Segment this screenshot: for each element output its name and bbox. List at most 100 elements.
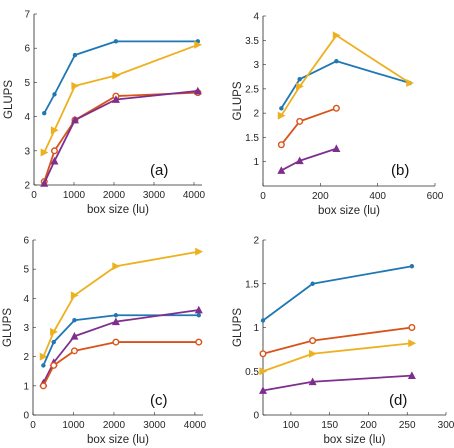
y-tick-label: 2 [253,109,259,120]
y-axis-label: GLUPS [232,81,244,120]
data-point [71,81,80,90]
data-point [277,111,286,120]
y-axis-label: GLUPS [2,308,14,347]
panel-label: (a) [150,162,168,179]
series-3 [40,86,202,187]
x-tick-label: 4000 [184,420,207,431]
y-tick-label: 0 [253,411,259,422]
data-point [50,327,58,336]
series-line [262,265,413,322]
data-point [70,291,79,300]
series-1 [40,40,203,157]
y-tick-label: 4 [23,294,29,305]
data-point [193,86,202,95]
x-axis-label: box size (lu) [87,434,149,446]
y-tick-label: 2 [24,181,30,192]
data-point [279,106,284,111]
data-point [51,339,56,345]
x-axis-label: box size (lu) [324,434,386,446]
data-point [260,318,266,323]
data-point [309,337,317,345]
x-tick-label: 0 [31,190,37,201]
y-tick-label: 1 [253,157,259,168]
x-tick-label: 200 [312,191,329,202]
x-tick-label: 300 [438,420,454,431]
x-tick-label: 2000 [103,190,126,201]
data-point [42,110,47,116]
data-point [407,371,416,380]
series-3 [277,144,341,174]
data-point [113,39,119,44]
y-tick-label: 3 [253,60,259,71]
y-tick-label: 5 [23,265,29,276]
series-line [42,314,199,366]
series-line [42,250,199,358]
data-point [408,324,416,332]
data-point [308,377,317,386]
y-tick-label: 5 [24,78,30,89]
y-tick-label: 2 [253,236,259,247]
x-tick-label: 3000 [143,190,166,201]
data-point [195,247,203,256]
y-axis-label: GLUPS [3,80,15,119]
data-point [72,318,77,323]
y-tick-label: 2.5 [245,84,259,95]
data-point [194,40,203,49]
series-line [262,326,412,355]
data-point [409,264,415,269]
data-point [277,166,286,174]
y-tick-label: 1 [23,381,29,392]
panel-b: 0 200 400 600 1 1.5 2 2.5 3 3.5 4 box size (lu) GLUP… [232,12,444,218]
data-point [111,317,120,326]
y-tick-label: 4 [253,12,259,23]
data-point [112,71,121,80]
data-point [406,79,414,88]
series-line [280,107,337,146]
panel-a: 0 1000 2000 3000 4000 2 3 4 5 6 7 box size (lu) GLUP… [3,10,206,217]
data-point [296,82,304,91]
y-tick-label: 6 [23,236,29,247]
series-line [280,60,411,109]
x-tick-label: 0 [30,420,36,431]
y-tick-label: 4 [24,112,30,123]
data-point [195,338,203,346]
series-line [280,34,411,117]
data-point [296,117,304,125]
data-point [111,95,120,103]
series-1 [277,31,414,120]
x-tick-label: 200 [360,420,377,431]
data-point [309,349,317,358]
series-3 [259,371,416,394]
y-tick-label: 0 [23,411,29,422]
y-tick-label: 1.5 [245,279,259,290]
x-axis-label: box size (lu) [318,205,380,217]
y-tick-label: 1 [253,323,259,334]
y-tick-label: 3 [23,323,29,334]
data-point [70,115,79,124]
series-0 [260,264,415,323]
data-point [194,305,203,314]
data-point [259,367,268,376]
x-tick-label: 1000 [63,190,86,201]
data-point [334,58,339,64]
y-tick-label: 3 [24,146,30,157]
y-tick-label: 7 [24,10,30,21]
data-point [259,350,267,358]
data-point [50,147,58,155]
data-point [408,339,417,348]
data-point [41,363,46,368]
data-point [50,361,58,369]
series-line [262,374,412,392]
y-tick-label: 1.5 [245,133,259,144]
x-tick-label: 600 [427,191,444,202]
series-line [280,147,337,172]
data-point [297,76,302,82]
series-2 [277,104,340,149]
x-tick-label: 100 [283,420,300,431]
x-tick-label: 4000 [183,190,206,201]
data-point [70,332,79,340]
y-tick-label: 0.5 [245,367,259,378]
x-tick-label: 150 [321,420,338,431]
data-point [70,347,78,355]
